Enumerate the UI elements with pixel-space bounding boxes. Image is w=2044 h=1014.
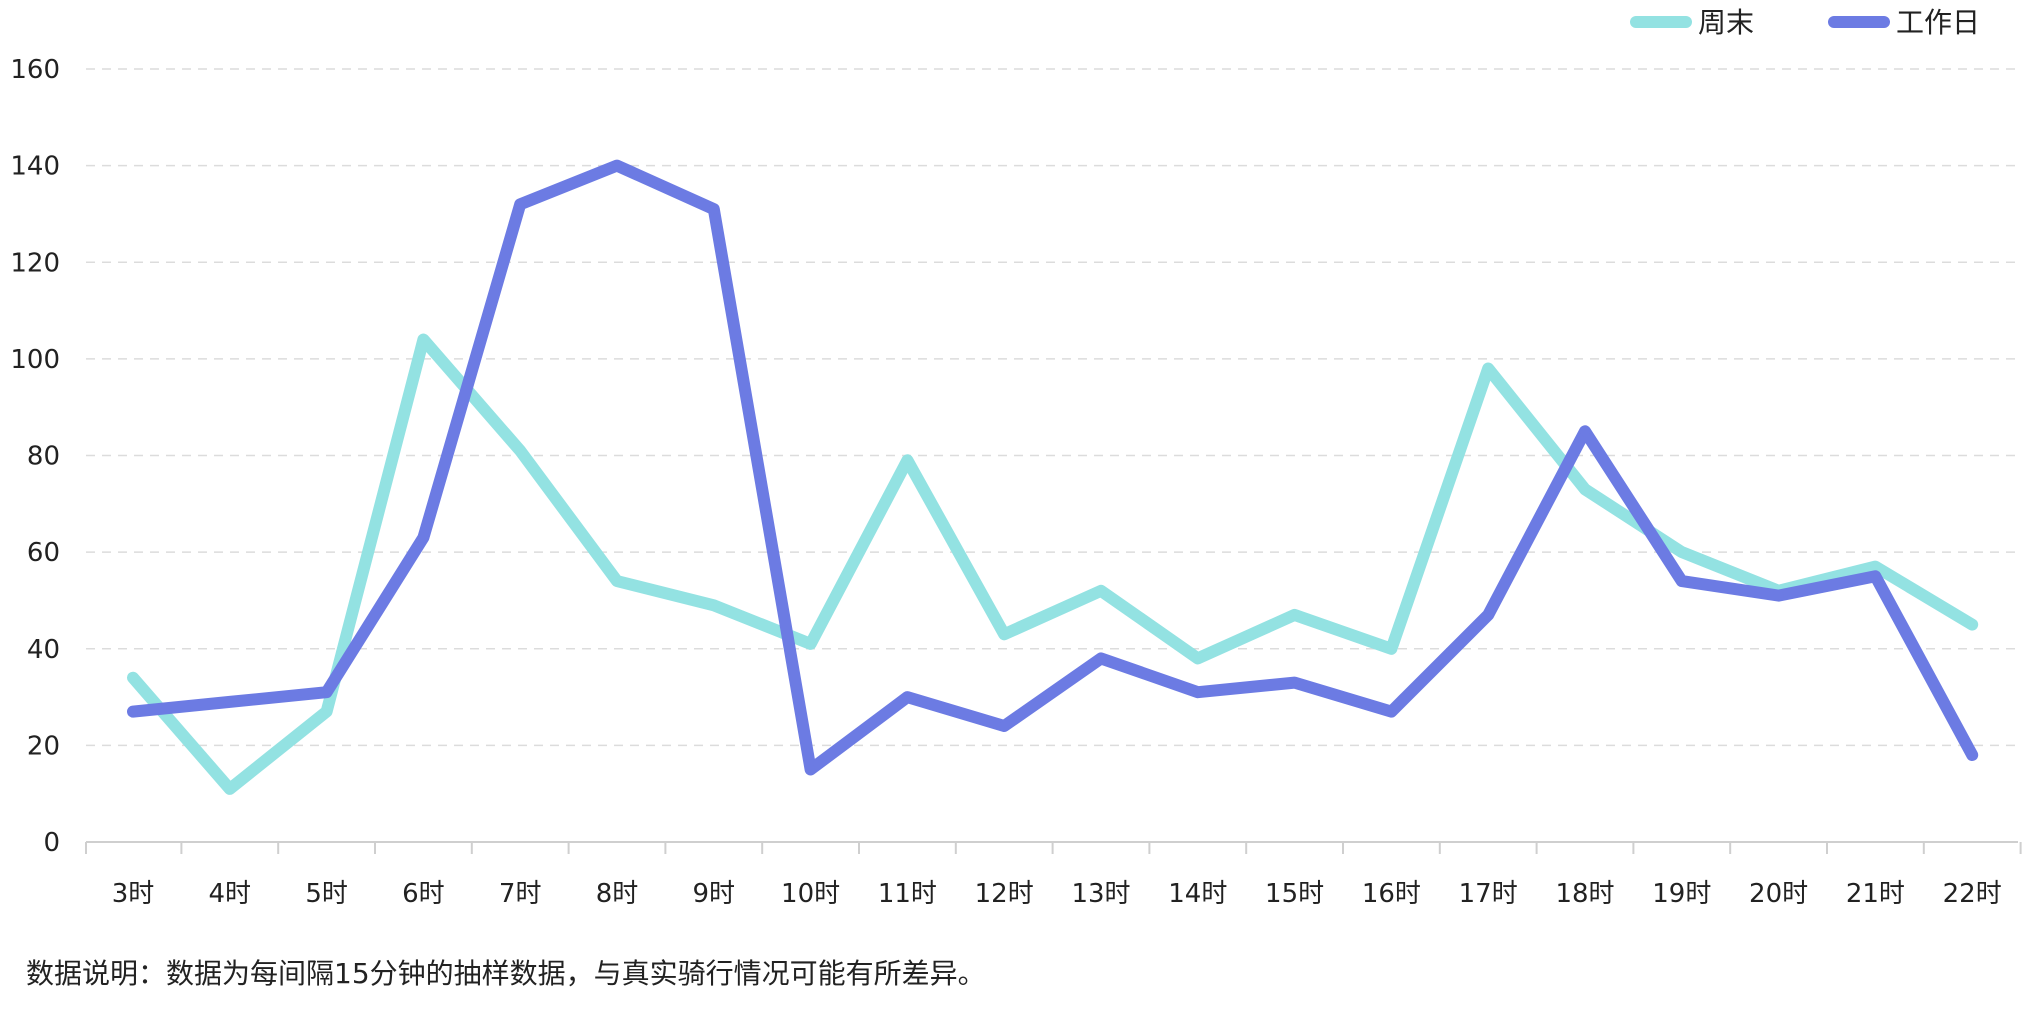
data-point <box>1676 576 1687 587</box>
x-tick-label: 19时 <box>1652 879 1711 909</box>
data-point <box>805 638 816 649</box>
data-point <box>1676 547 1687 558</box>
data-point <box>224 783 235 794</box>
data-point <box>1386 706 1397 717</box>
data-point <box>1580 484 1590 495</box>
data-point <box>805 764 816 775</box>
data-point <box>902 692 913 703</box>
data-point <box>1386 643 1397 654</box>
data-point <box>1096 653 1106 664</box>
x-tick-label: 3时 <box>112 879 155 909</box>
x-tick-label: 9时 <box>693 879 736 909</box>
series-line-0 <box>127 333 1979 795</box>
x-tick-label: 20时 <box>1749 879 1808 909</box>
data-point <box>418 334 429 345</box>
data-point <box>515 199 526 210</box>
x-tick-label: 8时 <box>596 879 639 909</box>
data-point <box>321 687 332 698</box>
data-point <box>1289 609 1300 620</box>
y-tick-label: 100 <box>10 345 60 375</box>
x-tick-label: 12时 <box>975 879 1034 909</box>
legend: 周末 工作日 <box>1630 6 1980 39</box>
data-point <box>1192 687 1203 698</box>
x-tick-label: 5时 <box>305 879 348 909</box>
footnote: 数据说明：数据为每间隔15分钟的抽样数据，与真实骑行情况可能有所差异。 <box>26 957 986 990</box>
data-point <box>612 160 622 171</box>
x-tick-label: 17时 <box>1459 879 1518 909</box>
data-point <box>999 629 1010 640</box>
y-tick-label: 0 <box>43 828 60 858</box>
x-tick-label: 22时 <box>1943 879 2002 909</box>
x-tick-label: 16时 <box>1362 879 1421 909</box>
data-point <box>612 576 622 587</box>
data-point <box>515 445 526 456</box>
x-tick-label: 7时 <box>499 879 542 909</box>
data-point <box>1192 653 1203 664</box>
x-tick-label: 15时 <box>1265 879 1324 909</box>
x-tick-label: 13时 <box>1071 879 1130 909</box>
data-point <box>1483 363 1494 374</box>
data-point <box>1483 609 1494 620</box>
x-tick-label: 11时 <box>878 879 937 909</box>
data-point <box>708 204 719 215</box>
x-tick-label: 6时 <box>402 879 445 909</box>
data-point <box>1967 750 1978 761</box>
data-point <box>1773 590 1784 601</box>
y-tick-label: 80 <box>27 442 60 472</box>
data-point <box>128 706 138 717</box>
data-point <box>1580 426 1590 437</box>
data-point <box>1289 677 1300 688</box>
data-point <box>1870 571 1881 582</box>
data-point <box>902 455 913 466</box>
legend-label: 工作日 <box>1896 6 1980 39</box>
data-point <box>418 532 429 543</box>
data-point <box>1870 561 1881 572</box>
y-tick-label: 60 <box>27 538 60 568</box>
x-tick-label: 10时 <box>781 879 840 909</box>
y-tick-label: 120 <box>10 248 60 278</box>
data-point <box>321 706 332 717</box>
x-tick-label: 21时 <box>1846 879 1905 909</box>
series-lines <box>127 159 1979 795</box>
data-point <box>708 600 719 611</box>
axes: 0 20 40 60 80 100 120 140 160 3时 4时 5时 6时 7时 8时 9时 10时 11… <box>10 55 2022 909</box>
data-point <box>1096 585 1106 596</box>
data-point <box>999 721 1010 732</box>
y-tick-label: 40 <box>27 635 60 665</box>
series-line-1 <box>127 159 1979 776</box>
x-tick-label: 18时 <box>1555 879 1614 909</box>
y-tick-label: 160 <box>10 55 60 85</box>
y-tick-label: 140 <box>10 152 60 182</box>
y-tick-label: 20 <box>27 731 60 761</box>
data-point <box>1967 619 1978 630</box>
legend-label: 周末 <box>1698 6 1754 39</box>
x-tick-label: 14时 <box>1168 879 1227 909</box>
data-point <box>128 672 138 683</box>
x-tick-label: 4时 <box>209 879 252 909</box>
gridlines <box>86 68 2018 747</box>
data-point <box>224 696 235 707</box>
